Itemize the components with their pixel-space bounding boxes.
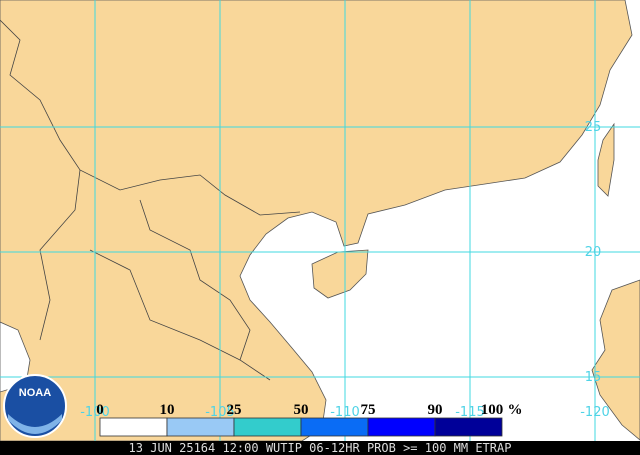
logo-text: NOAA [19,387,51,399]
land [0,0,633,442]
border [0,19,301,216]
legend-label: 75 [361,402,376,418]
legend-swatch [300,417,369,437]
border [89,249,241,361]
legend-label: 10 [160,402,175,418]
latitude-label: 20 [585,245,602,260]
longitude-label: -105 [205,405,235,420]
legend-unit: % [508,402,523,418]
legend-label: 0 [96,402,104,418]
longitude-label: -115 [455,405,485,420]
longitude-label: -100 [80,405,110,420]
legend-swatch [367,417,436,437]
legend: 0 10 25 50 75 90 100% [96,402,523,437]
legend-label: 50 [294,402,309,418]
footer-text: 13 JUN 25164 12:00 WUTIP 06-12HR PROB >=… [129,441,512,455]
longitude-label: -120 [580,405,610,420]
legend-swatch [166,417,235,437]
legend-label: 25 [227,402,242,418]
legend-swatch [233,417,302,437]
border [139,199,271,381]
border [39,169,81,341]
longitude-label: -110 [330,405,360,420]
legend-label: 90 [428,402,443,418]
logo-circle [3,374,67,438]
noaa-logo: NOAA [3,374,67,438]
latitude-label: 25 [585,120,602,135]
borders [0,19,301,381]
legend-swatch [99,417,168,437]
andaman-sea [0,321,31,393]
graticule: -100 -105 -110 -115 -120 25 20 15 [0,0,640,441]
legend-swatch [434,417,503,437]
legend-label: 100 [481,402,504,418]
latitude-label: 15 [585,370,602,385]
taiwan [597,122,615,197]
philippines [591,279,640,441]
footer-bar [0,441,640,455]
logo-wave [8,414,62,434]
